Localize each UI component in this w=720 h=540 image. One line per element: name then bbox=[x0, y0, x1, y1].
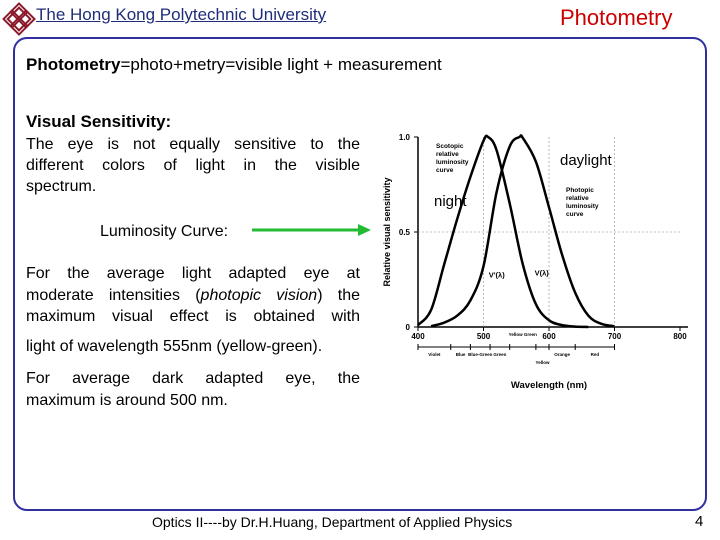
green-arrow-icon bbox=[252, 224, 371, 236]
photopic-symbol-label: V(λ) bbox=[535, 269, 550, 278]
daylight-annotation: daylight bbox=[560, 152, 613, 169]
scotopic-curve bbox=[417, 134, 589, 329]
x-axis-label: Wavelength (nm) bbox=[511, 380, 587, 391]
photopic-line-1: For the average light adapted eye at bbox=[26, 265, 360, 282]
color-band-label: Red bbox=[591, 352, 600, 357]
luminosity-curve-label: Luminosity Curve: bbox=[100, 223, 229, 240]
y-tick-label: 0 bbox=[406, 323, 411, 332]
photopic-line-2-pre: moderate intensities ( bbox=[26, 287, 201, 304]
scotopic-symbol-label: V'(λ) bbox=[489, 271, 505, 280]
night-annotation: night bbox=[434, 193, 467, 210]
color-band-label: Yellow Green bbox=[509, 332, 538, 337]
dark-line-2: maximum is around 500 nm. bbox=[26, 392, 228, 409]
university-name[interactable]: The Hong Kong Polytechnic University bbox=[36, 5, 327, 24]
y-tick-label: 1.0 bbox=[399, 133, 411, 142]
page-title: Photometry bbox=[560, 5, 673, 30]
scotopic-description-label: Scotopic relative luminosity curve bbox=[436, 143, 469, 174]
color-band-label: Green bbox=[493, 352, 506, 357]
color-band-label: Yellow bbox=[535, 360, 550, 365]
color-band-label: Violet bbox=[428, 352, 441, 357]
x-tick-label: 500 bbox=[477, 332, 491, 341]
visual-line-2: different colors of light in the visible bbox=[26, 157, 360, 174]
visual-line-1: The eye is not equally sensitive to the bbox=[26, 136, 360, 153]
photopic-line-2: moderate intensities (photopic vision) t… bbox=[26, 285, 360, 306]
photopic-vision-term: photopic vision bbox=[200, 287, 318, 304]
definition-line: Photometry=photo+metry=visible light + m… bbox=[26, 54, 442, 75]
content-frame bbox=[13, 37, 707, 511]
y-axis-label: Relative visual sensitivity bbox=[382, 177, 392, 286]
page-number: 4 bbox=[695, 513, 704, 530]
definition-term: Photometry bbox=[26, 55, 121, 74]
definition-rest: =photo+metry=visible light + measurement bbox=[120, 55, 442, 74]
visual-line-3: spectrum. bbox=[26, 178, 97, 195]
x-tick-label: 800 bbox=[673, 332, 687, 341]
footer-credit: Optics II----by Dr.H.Huang, Department o… bbox=[152, 514, 513, 530]
y-tick-label: 0.5 bbox=[399, 228, 411, 237]
x-tick-label: 400 bbox=[411, 332, 425, 341]
photopic-line-3: maximum visual effect is obtained with bbox=[26, 308, 360, 325]
university-logo-icon bbox=[2, 2, 36, 36]
color-band-label: Orange bbox=[554, 352, 570, 357]
photopic-line-4: light of wavelength 555nm (yellow-green)… bbox=[26, 338, 323, 355]
color-band-label: Blue-Green bbox=[468, 352, 493, 357]
dark-line-1: For average dark adapted eye, the bbox=[26, 370, 360, 387]
photopic-curve bbox=[430, 134, 615, 328]
photopic-line-2-post: ) the bbox=[317, 287, 360, 304]
x-tick-label: 600 bbox=[542, 332, 556, 341]
x-tick-label: 700 bbox=[608, 332, 622, 341]
color-band-label: Blue bbox=[456, 352, 466, 357]
visual-sensitivity-heading: Visual Sensitivity: bbox=[26, 112, 172, 131]
photopic-description-label: Photopic relative luminosity curve bbox=[566, 187, 599, 218]
